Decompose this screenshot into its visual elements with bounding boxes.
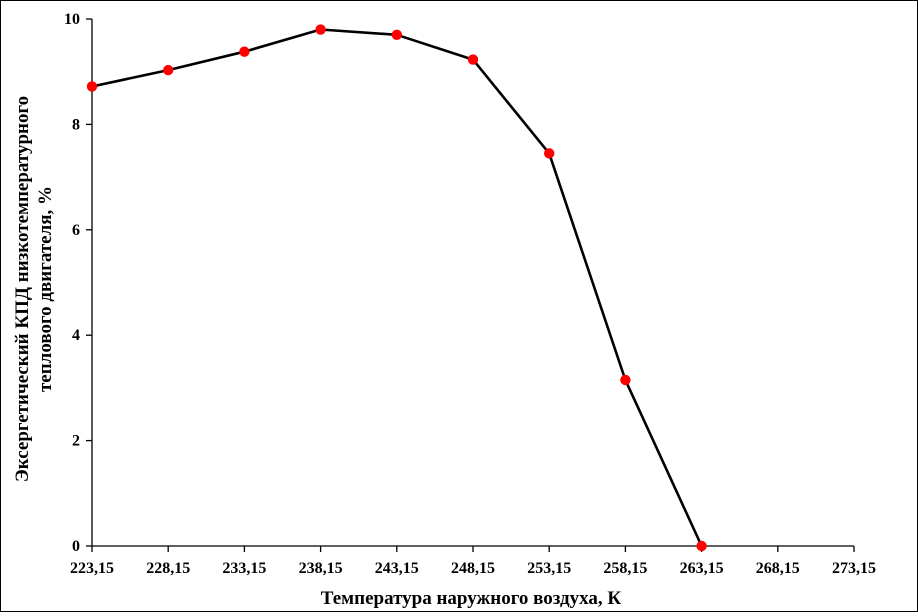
- y-tick-label: 0: [72, 538, 80, 555]
- series-group: [86, 24, 707, 552]
- data-point-marker: [86, 81, 98, 92]
- y-tick-label: 6: [72, 222, 80, 239]
- axes: [86, 18, 855, 552]
- y-axis-title-line-2: теплового двигателя, %: [35, 186, 56, 392]
- x-tick-labels: 223,15 228,15 233,15 238,15 243,15 248,15 253,…: [70, 560, 876, 577]
- data-point-marker: [620, 374, 631, 386]
- data-point-marker: [163, 64, 174, 76]
- x-tick-label: 253,15: [527, 560, 571, 577]
- x-tick-label: 248,15: [451, 560, 495, 577]
- y-tick-label: 10: [64, 11, 80, 28]
- y-tick-label: 8: [72, 116, 80, 133]
- data-point-marker: [391, 29, 402, 41]
- data-point-marker: [696, 540, 707, 552]
- x-tick-label: 268,15: [756, 560, 800, 577]
- data-point-marker: [544, 148, 555, 159]
- x-tick-label: 238,15: [299, 560, 343, 577]
- x-axis-title: Температура наружного воздуха, К: [321, 588, 622, 609]
- data-point-marker: [315, 24, 326, 35]
- y-axis-title-line-1: Эксергетический КПД низкотемпературного: [12, 96, 33, 482]
- x-tick-label: 263,15: [680, 560, 724, 577]
- x-tick-label: 258,15: [603, 560, 647, 577]
- series-line: [91, 28, 703, 547]
- x-tick-label: 223,15: [70, 560, 114, 577]
- y-tick-labels: 0 2 4 6 8 10: [64, 11, 80, 555]
- y-tick-label: 4: [72, 327, 80, 344]
- x-tick-label: 273,15: [832, 560, 876, 577]
- data-point-marker: [239, 46, 250, 57]
- y-tick-label: 2: [72, 433, 80, 450]
- x-tick-label: 233,15: [222, 560, 266, 577]
- x-tick-label: 243,15: [375, 560, 419, 577]
- x-tick-label: 228,15: [146, 560, 190, 577]
- data-point-marker: [467, 54, 479, 65]
